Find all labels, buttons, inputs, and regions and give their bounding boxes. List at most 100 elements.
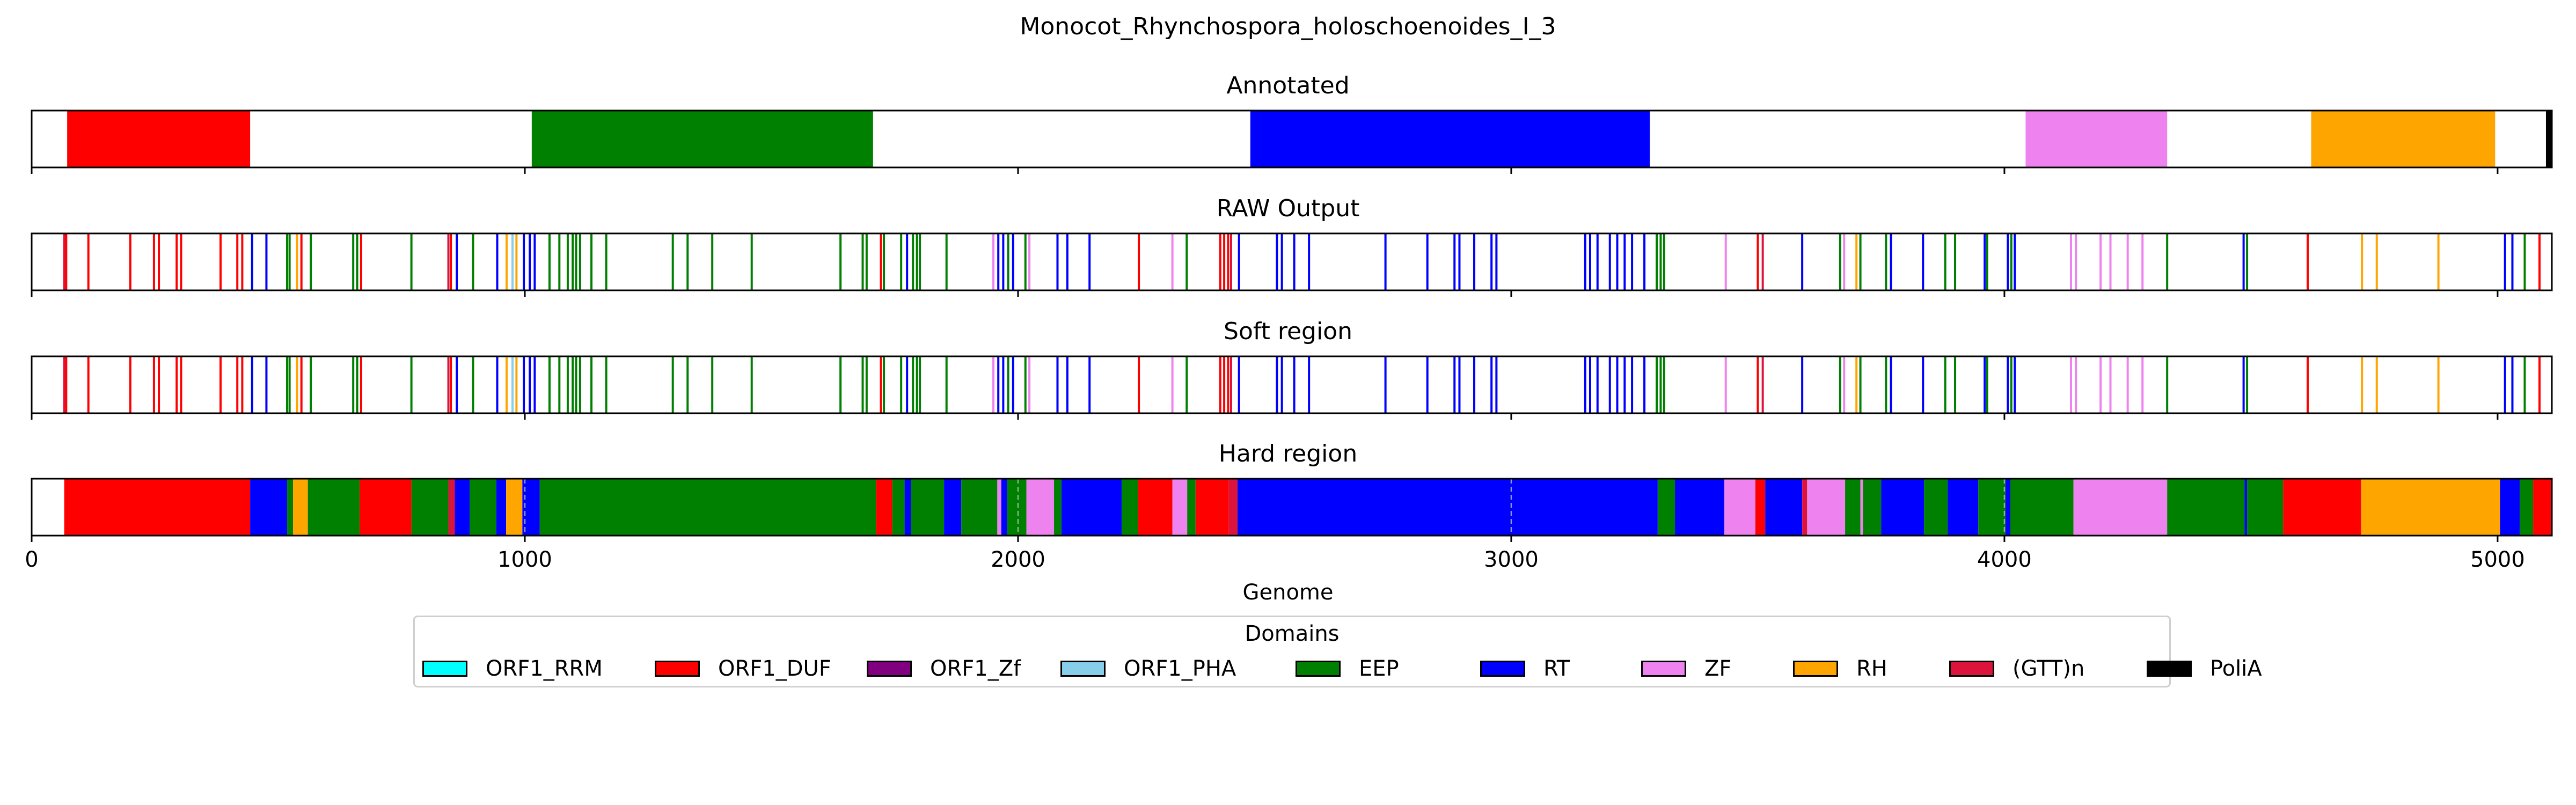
legend-item-orf1-rrm: ORF1_RRM: [422, 656, 603, 682]
track-soft-region: Soft region: [31, 318, 2553, 420]
segment-zf: [2025, 111, 2168, 167]
segment-eep: [2520, 479, 2534, 536]
segment-eep: [1845, 479, 1861, 536]
segment-eep: [1007, 479, 1027, 536]
x-tick-label: 1000: [497, 547, 552, 572]
segment-polia: [2545, 111, 2552, 167]
segment-eep: [1187, 479, 1196, 536]
legend-label: ORF1_Zf: [930, 656, 1021, 681]
legend-item-rh: RH: [1793, 656, 1887, 682]
segment-rh: [2311, 111, 2496, 167]
track-title: RAW Output: [1217, 195, 1360, 222]
segment-eep: [1657, 479, 1675, 536]
track-title: Soft region: [1224, 318, 1352, 345]
segment-eep: [470, 479, 496, 536]
track-frame: [31, 355, 2553, 414]
segment-orf1-duf: [876, 479, 892, 536]
segment-eep: [1924, 479, 1948, 536]
legend-swatch: [1060, 661, 1106, 677]
segment-orf1-duf: [64, 479, 251, 536]
x-tick-label: 2000: [991, 547, 1045, 572]
segment-eep: [287, 479, 294, 536]
segment-rh: [293, 479, 308, 536]
track-title: Annotated: [1226, 72, 1349, 99]
legend-label: RT: [1543, 656, 1570, 681]
track-annotated: Annotated: [31, 72, 2553, 174]
segment-gtt-n: [1802, 479, 1807, 536]
segment-rt: [1881, 479, 1924, 536]
segment-eep: [2247, 479, 2284, 536]
segment-eep: [539, 479, 876, 536]
segment-zf: [997, 479, 1001, 536]
segment-zf: [1807, 479, 1846, 536]
segment-rt: [904, 479, 911, 536]
legend-item-gtt-n: (GTT)n: [1949, 656, 2084, 682]
legend-item-zf: ZF: [1641, 656, 1731, 682]
tracks-group: Annotated RAW Output Soft region Hard regio…: [31, 72, 2553, 542]
segment-rt: [2005, 479, 2010, 536]
legend-label: ORF1_DUF: [718, 656, 831, 681]
segment-rt: [1675, 479, 1724, 536]
segment-eep: [2010, 479, 2074, 536]
segment-zf: [1026, 479, 1055, 536]
segment-rt: [2500, 479, 2520, 536]
legend-swatch: [867, 661, 912, 677]
legend-label: ZF: [1704, 656, 1732, 681]
x-tick-label: 3000: [1484, 547, 1539, 572]
legend-label: RH: [1856, 656, 1887, 681]
segment-eep: [1978, 479, 2006, 536]
legend-swatch: [2147, 661, 2192, 677]
segment-orf1-duf: [1755, 479, 1766, 536]
legend-title: Domains: [1245, 621, 1340, 646]
segment-eep: [411, 479, 449, 536]
legend-item-polia: PoliA: [2147, 656, 2262, 682]
x-tick-label: 0: [25, 547, 38, 572]
legend-item-orf1-pha: ORF1_PHA: [1060, 656, 1236, 682]
segment-eep: [2167, 479, 2245, 536]
segment-eep: [308, 479, 360, 536]
legend-swatch: [1296, 661, 1341, 677]
legend-item-rt: RT: [1480, 656, 1570, 682]
segment-rt: [1250, 111, 1650, 167]
track-raw-output: RAW Output: [31, 195, 2553, 297]
legend-item-eep: EEP: [1296, 656, 1399, 682]
legend: Domains ORF1_RRM ORF1_DUF ORF1_Zf ORF1_PHA E…: [413, 616, 2262, 687]
track-title: Hard region: [1219, 440, 1357, 467]
legend-swatch: [422, 661, 467, 677]
legend-label: (GTT)n: [2012, 656, 2085, 681]
segment-zf: [1172, 479, 1188, 536]
segment-gtt-n: [1228, 479, 1238, 536]
segment-rt: [944, 479, 962, 536]
segment-orf1-duf: [2283, 479, 2361, 536]
track-hard-region: Hard region: [31, 440, 2553, 542]
legend-label: ORF1_PHA: [1124, 656, 1236, 681]
segment-orf1-duf: [1138, 479, 1173, 536]
segment-eep: [1121, 479, 1138, 536]
segment-rt: [2244, 479, 2248, 536]
segment-rh: [2361, 479, 2500, 536]
legend-entries: ORF1_RRM ORF1_DUF ORF1_Zf ORF1_PHA EEP RT ZF RH…: [422, 656, 2262, 682]
segment-rt: [1948, 479, 1979, 536]
legend-label: ORF1_RRM: [486, 656, 603, 681]
segment-rt: [455, 479, 470, 536]
segment-eep: [1054, 479, 1062, 536]
track-frame: [31, 109, 2553, 169]
segment-rt: [1765, 479, 1803, 536]
legend-swatch: [655, 661, 700, 677]
x-axis-label: Genome: [1242, 580, 1333, 605]
segment-rt: [496, 479, 507, 536]
segment-eep: [892, 479, 905, 536]
x-axis: 0 1000 2000 3000 4000 5000: [25, 547, 2525, 572]
segment-orf1-duf: [360, 479, 412, 536]
x-tick-label: 4000: [1977, 547, 2032, 572]
legend-label: PoliA: [2210, 656, 2262, 681]
x-tick-label: 5000: [2470, 547, 2525, 572]
segment-rt: [250, 479, 288, 536]
segment-zf: [1860, 479, 1863, 536]
segment-zf: [2073, 479, 2168, 536]
legend-label: EEP: [1359, 656, 1399, 681]
chart-title: Monocot_Rhynchospora_holoschoenoides_I_3: [1020, 13, 1556, 40]
track-background: [32, 233, 2552, 290]
legend-item-orf1-zf: ORF1_Zf: [867, 656, 1021, 682]
